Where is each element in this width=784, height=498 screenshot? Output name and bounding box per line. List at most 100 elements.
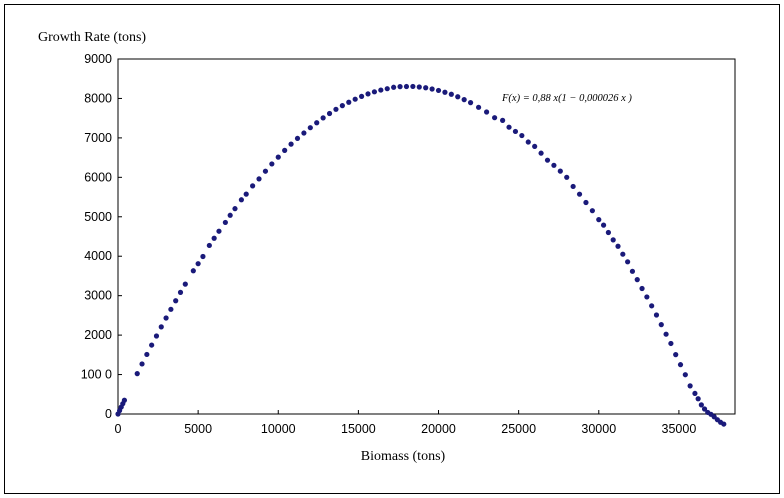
data-point xyxy=(262,168,269,174)
data-point xyxy=(177,289,184,295)
data-point xyxy=(692,390,698,397)
data-point xyxy=(346,99,352,105)
data-point xyxy=(644,294,650,300)
data-point xyxy=(423,85,429,91)
data-point xyxy=(195,261,201,267)
data-point xyxy=(677,362,684,368)
x-tick-label: 5000 xyxy=(184,422,212,436)
data-point xyxy=(649,303,655,309)
data-point xyxy=(600,222,607,228)
data-point xyxy=(532,143,538,150)
data-point xyxy=(301,130,307,136)
data-point xyxy=(589,208,595,214)
data-point xyxy=(519,132,525,139)
data-point xyxy=(352,96,358,102)
x-tick-label: 20000 xyxy=(421,422,456,436)
data-point xyxy=(512,128,519,135)
data-point xyxy=(682,372,688,378)
data-point xyxy=(475,104,482,110)
data-point xyxy=(320,115,326,121)
y-tick-label: 6000 xyxy=(84,170,112,184)
data-point xyxy=(506,124,512,130)
data-point xyxy=(326,110,333,117)
data-point xyxy=(158,324,164,330)
data-point xyxy=(238,197,244,203)
data-point xyxy=(629,268,636,274)
data-point xyxy=(500,117,506,123)
data-point xyxy=(397,84,403,90)
data-point xyxy=(455,94,461,100)
y-tick-label: 100 0 xyxy=(81,368,112,382)
data-point xyxy=(216,228,222,234)
data-point xyxy=(557,168,563,174)
data-point xyxy=(653,312,660,318)
formula-annotation: F(x) = 0,88 x(1 − 0,000026 x ) xyxy=(501,93,632,104)
data-point xyxy=(333,106,339,112)
data-points xyxy=(115,83,727,427)
y-tick-label: 5000 xyxy=(84,210,112,224)
data-point xyxy=(168,306,174,312)
data-point xyxy=(596,217,602,223)
plot-area xyxy=(117,58,736,415)
data-point xyxy=(551,162,557,168)
data-point xyxy=(206,242,212,249)
data-point xyxy=(695,396,701,402)
y-axis-label: Growth Rate (tons) xyxy=(38,30,146,45)
data-point xyxy=(701,406,708,412)
data-point xyxy=(525,139,531,145)
data-point xyxy=(275,154,281,160)
data-point xyxy=(200,253,206,260)
data-point xyxy=(294,135,301,142)
x-tick-label: 10000 xyxy=(261,422,296,436)
data-point xyxy=(222,219,228,226)
data-point xyxy=(134,371,140,377)
data-point xyxy=(163,315,169,321)
y-tick-label: 7000 xyxy=(84,131,112,145)
y-tick-label: 9000 xyxy=(84,52,112,66)
data-point xyxy=(139,361,145,367)
data-point xyxy=(288,141,294,147)
x-axis-label: Biomass (tons) xyxy=(361,449,446,464)
x-tick-label: 15000 xyxy=(341,422,376,436)
data-point xyxy=(256,176,262,182)
data-point xyxy=(576,191,583,197)
data-point xyxy=(605,229,611,236)
data-point xyxy=(435,87,442,94)
data-point xyxy=(250,183,256,189)
x-tick-label: 0 xyxy=(115,422,122,436)
data-point xyxy=(610,237,616,243)
data-point xyxy=(182,281,188,287)
data-point xyxy=(538,150,544,156)
data-point xyxy=(232,206,238,212)
y-axis: 0 100 0 2000 3000 4000 5000 6000 7000 8000 9000 xyxy=(81,52,122,421)
data-point xyxy=(403,83,410,90)
data-point xyxy=(570,183,576,190)
data-point xyxy=(564,174,570,180)
data-point xyxy=(668,340,674,347)
data-point xyxy=(658,322,664,328)
data-point xyxy=(620,251,626,257)
data-point xyxy=(153,333,160,339)
data-point xyxy=(416,84,422,90)
data-point xyxy=(384,86,390,92)
data-point xyxy=(190,268,196,274)
x-axis: 0 5000 10000 15000 20000 25000 30000 35000 xyxy=(115,410,697,436)
y-tick-label: 0 xyxy=(105,407,112,421)
data-point xyxy=(721,421,727,427)
data-point xyxy=(211,235,217,241)
data-point xyxy=(687,383,693,389)
data-point xyxy=(698,402,704,408)
x-tick-label: 35000 xyxy=(662,422,697,436)
data-point xyxy=(663,331,669,337)
data-point xyxy=(358,93,365,99)
data-point xyxy=(121,397,128,403)
x-tick-label: 30000 xyxy=(581,422,616,436)
data-point xyxy=(461,97,467,103)
x-tick-label: 25000 xyxy=(501,422,536,436)
data-point xyxy=(269,161,275,167)
data-point xyxy=(673,352,679,358)
data-point xyxy=(442,89,448,95)
data-point xyxy=(492,115,498,121)
data-point xyxy=(307,125,313,131)
